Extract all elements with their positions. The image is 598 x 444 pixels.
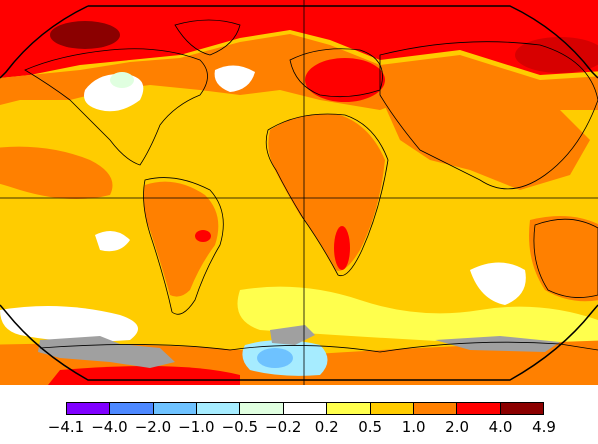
missing-data-3 [435, 336, 560, 352]
south-america-warm [143, 181, 219, 297]
color-scale-labels: −4.1 −4.0 −2.0 −1.0 −0.5 −0.2 0.2 0.5 1.0 2.0 4.0 4… [48, 417, 556, 437]
color-scale-swatch [327, 403, 371, 414]
color-scale-swatch [413, 403, 458, 414]
color-scale-swatch [457, 403, 501, 414]
color-scale-tick-label: 4.0 [488, 418, 513, 436]
southern-ocean-yellow [237, 286, 598, 345]
north-atlantic-green [110, 72, 134, 88]
map-svg [0, 0, 598, 385]
color-scale-tick-label: −4.1 [47, 418, 85, 436]
australia-warm [529, 216, 598, 302]
color-scale-swatch [153, 403, 198, 414]
pacific-warm-band [0, 146, 113, 199]
africa-outline [265, 113, 389, 277]
color-scale-tick-label: 0.2 [314, 418, 339, 436]
map-border [0, 5, 598, 381]
coastlines [24, 19, 598, 353]
color-scale-tick-label: −0.2 [265, 418, 302, 436]
color-scale-tick-label: 4.9 [532, 418, 556, 436]
greenland-hotspot [50, 21, 120, 49]
southern-ocean-white-2 [470, 262, 526, 305]
antarctic-cool-core [257, 348, 293, 368]
color-scale-tick-label: 2.0 [445, 418, 470, 436]
north-atlantic-white-2 [214, 65, 255, 92]
north-america-outline [24, 48, 208, 166]
arctic-warm-band [0, 0, 598, 80]
color-scale-tick-label: −4.0 [91, 418, 128, 436]
color-scale-swatch [370, 403, 414, 414]
greenland-outline [174, 19, 241, 56]
color-scale-tick-label: −1.0 [178, 418, 215, 436]
southern-ocean-white-3 [95, 231, 130, 252]
color-scale-swatch [500, 403, 543, 414]
color-scale-swatch [110, 403, 154, 414]
south-america-outline [143, 177, 224, 315]
africa-warm [268, 114, 385, 271]
missing-data-1 [38, 336, 175, 368]
asia-warm [380, 95, 590, 190]
siberia-hotspot [515, 37, 598, 73]
arctic-orange-band [0, 34, 598, 110]
antarctica-outline [39, 341, 598, 353]
color-scale-tick-label: −0.5 [221, 418, 259, 436]
color-scale-tick-label: 1.0 [401, 418, 426, 436]
color-scale-swatch [240, 403, 284, 414]
color-scale-swatch [283, 403, 328, 414]
color-scale-swatch [197, 403, 241, 414]
asia-outline [379, 41, 598, 190]
color-scale-tick-label: 0.5 [358, 418, 383, 436]
europe-hotspot [305, 58, 385, 102]
australia-outline [533, 218, 598, 298]
color-scale-bar [66, 402, 544, 415]
southern-ocean-white-1 [0, 306, 138, 342]
brazil-hotspot [195, 230, 211, 242]
color-scale-tick-label: −2.0 [134, 418, 172, 436]
temperature-anomaly-map [0, 0, 598, 385]
anomaly-field [0, 0, 598, 385]
south-africa-hotspot [334, 226, 350, 270]
color-scale-swatch [67, 403, 111, 414]
